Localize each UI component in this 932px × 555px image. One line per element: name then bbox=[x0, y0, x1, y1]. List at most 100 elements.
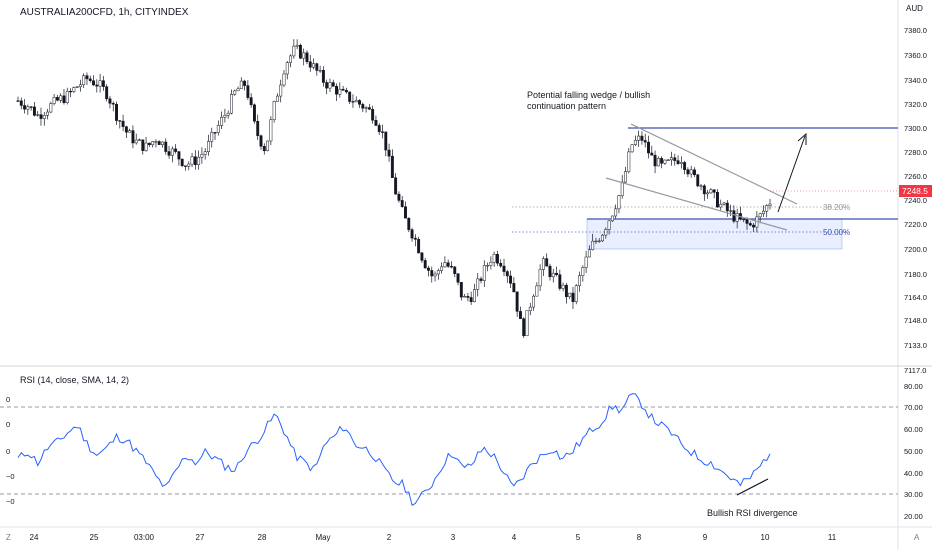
rsi-left-tick-label: 0 bbox=[6, 395, 10, 404]
time-tick-label: 3 bbox=[451, 533, 456, 542]
candle-body bbox=[98, 80, 102, 87]
candle-body bbox=[489, 261, 493, 266]
candle-body bbox=[69, 90, 72, 93]
price-tick-label: 7320.0 bbox=[904, 100, 927, 109]
candle-body bbox=[72, 87, 76, 92]
time-tick-label: 24 bbox=[30, 533, 39, 542]
candle-body bbox=[436, 270, 440, 275]
candle-body bbox=[486, 265, 490, 267]
candle-body bbox=[604, 229, 608, 236]
candle-body bbox=[512, 283, 516, 293]
candle-body bbox=[686, 169, 690, 175]
candle-body bbox=[65, 90, 69, 103]
candle-body bbox=[699, 185, 703, 187]
candle-body bbox=[696, 174, 700, 187]
candle-body bbox=[105, 86, 109, 100]
candle-body bbox=[82, 75, 86, 86]
projection-arrow bbox=[777, 135, 806, 213]
candle-body bbox=[768, 203, 772, 206]
candle-body bbox=[377, 125, 381, 132]
candle-body bbox=[495, 253, 499, 264]
candle-body bbox=[302, 52, 306, 59]
time-tick-label: 11 bbox=[828, 533, 837, 542]
candle-body bbox=[364, 107, 368, 109]
candle-body bbox=[601, 234, 604, 242]
support-zone bbox=[586, 218, 843, 250]
candle-body bbox=[147, 142, 151, 146]
price-tick-label: 7180.0 bbox=[904, 270, 927, 279]
candle-body bbox=[581, 267, 585, 276]
candle-body bbox=[335, 85, 338, 95]
currency-label: AUD bbox=[906, 4, 923, 13]
rsi-tick-label: 40.00 bbox=[904, 469, 923, 478]
candle-body bbox=[630, 144, 634, 153]
candle-body bbox=[341, 88, 345, 91]
candle-body bbox=[16, 100, 20, 102]
candle-body bbox=[732, 210, 736, 222]
candle-body bbox=[584, 256, 588, 268]
candle-body bbox=[637, 135, 641, 141]
candle-body bbox=[295, 44, 299, 47]
candle-body bbox=[525, 310, 529, 337]
rsi-left-tick-label: 0 bbox=[6, 447, 10, 456]
candle-body bbox=[49, 103, 53, 113]
candle-body bbox=[321, 70, 325, 83]
price-tick-label: 7240.0 bbox=[904, 196, 927, 205]
candle-body bbox=[348, 91, 352, 102]
candle-body bbox=[676, 160, 680, 164]
auto-scale-icon[interactable]: A bbox=[914, 533, 920, 542]
candle-body bbox=[518, 311, 522, 319]
candle-body bbox=[387, 149, 391, 157]
candle-body bbox=[417, 239, 421, 254]
candle-body bbox=[177, 151, 181, 160]
candle-body bbox=[292, 45, 296, 57]
candle-body bbox=[555, 272, 559, 275]
candle-body bbox=[315, 63, 319, 71]
candle-body bbox=[551, 272, 555, 278]
candle-body bbox=[144, 142, 148, 151]
candle-body bbox=[285, 62, 289, 75]
candle-body bbox=[46, 111, 50, 116]
candle-body bbox=[266, 140, 270, 152]
price-tick-label: 7380.0 bbox=[904, 26, 927, 35]
candle-body bbox=[548, 265, 552, 278]
candle-body bbox=[351, 101, 355, 103]
candle-body bbox=[627, 151, 631, 172]
candle-body bbox=[433, 273, 437, 277]
candle-body bbox=[693, 169, 696, 176]
candle-body bbox=[535, 285, 539, 297]
price-tick-label: 7164.0 bbox=[904, 293, 927, 302]
candle-body bbox=[141, 139, 145, 151]
rsi-axis: 80.00 70.00 60.00 50.00 40.00 30.00 20.00 bbox=[904, 382, 923, 521]
time-tick-label: 03:00 bbox=[134, 533, 155, 542]
candle-body bbox=[758, 213, 762, 218]
fib-382-label: 38.20% bbox=[823, 203, 850, 212]
candle-body bbox=[459, 282, 463, 298]
candle-body bbox=[223, 115, 227, 118]
candle-body bbox=[246, 85, 250, 98]
rsi-line bbox=[17, 393, 771, 506]
rsi-tick-label: 60.00 bbox=[904, 425, 923, 434]
zoom-icon[interactable]: Z bbox=[6, 533, 11, 542]
candle-body bbox=[39, 114, 43, 119]
candle-body bbox=[128, 130, 132, 133]
time-tick-label: 25 bbox=[90, 533, 99, 542]
candle-body bbox=[617, 195, 621, 210]
candle-body bbox=[614, 208, 618, 217]
wedge-upper-line bbox=[630, 123, 798, 205]
candle-body bbox=[670, 157, 673, 161]
price-tick-label: 7280.0 bbox=[904, 148, 927, 157]
candle-body bbox=[88, 78, 92, 81]
candle-body bbox=[522, 318, 526, 337]
time-tick-label: 4 bbox=[512, 533, 517, 542]
candle-body bbox=[298, 44, 302, 59]
candle-body bbox=[745, 219, 749, 224]
candle-body bbox=[610, 215, 614, 222]
candle-body bbox=[19, 100, 23, 106]
candle-body bbox=[213, 132, 217, 134]
candle-body bbox=[571, 292, 575, 302]
candle-body bbox=[453, 266, 457, 274]
candle-body bbox=[666, 159, 670, 161]
candle-body bbox=[413, 237, 417, 240]
candle-body bbox=[578, 275, 581, 286]
